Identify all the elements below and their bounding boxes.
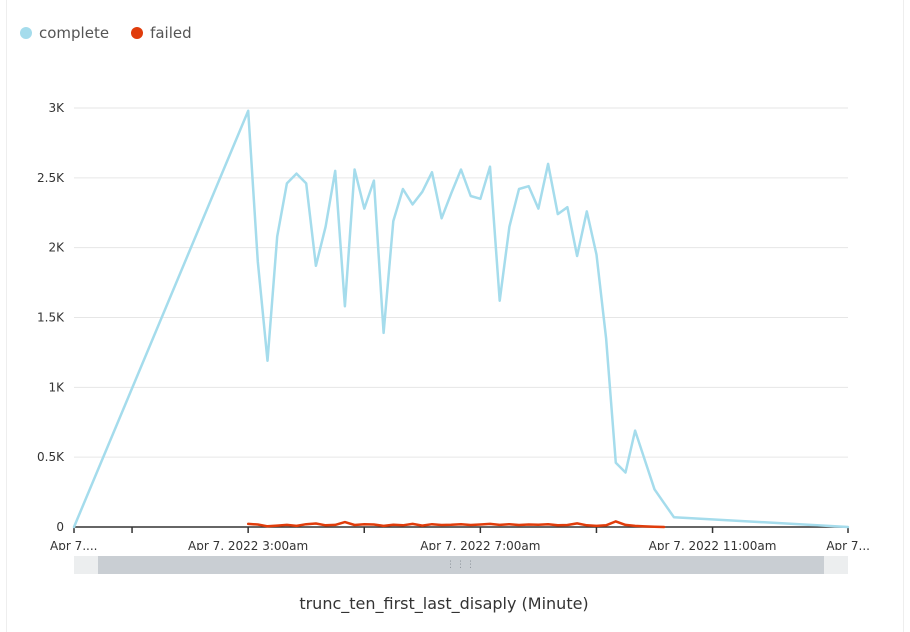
scrollbar-thumb[interactable]: ⋮⋮⋮	[98, 556, 824, 574]
x-tick-label: Apr 7, 2022 7:00am	[420, 539, 540, 550]
y-tick-label: 2K	[48, 241, 65, 255]
x-tick-label: Apr 7, 2022 3:00am	[188, 539, 308, 550]
grip-icon: ⋮⋮⋮	[446, 560, 476, 570]
series-line-failed	[246, 520, 666, 529]
chart-panel	[6, 0, 904, 632]
y-tick-label: 0	[56, 520, 64, 534]
y-tick-label: 1.5K	[37, 311, 65, 325]
x-tick-label: Apr 7,...	[50, 539, 97, 550]
y-tick-label: 2.5K	[37, 171, 65, 185]
series-line-complete	[72, 109, 850, 529]
legend-item-complete[interactable]: complete	[20, 24, 109, 42]
y-tick-label: 0.5K	[37, 450, 65, 464]
legend-label-complete: complete	[39, 24, 110, 42]
legend-swatch-failed	[131, 27, 144, 39]
x-axis-title: trunc_ten_first_last_disaply (Minute)	[299, 594, 589, 613]
legend-swatch-complete	[20, 27, 32, 39]
x-tick-label: Apr 7, 2022 11:00am	[649, 539, 777, 550]
x-tick-label: Apr 7...	[826, 539, 870, 550]
legend-item-failed[interactable]: failed	[131, 24, 192, 42]
line-chart: 0 0.5K 1K 1.5K 2K 2.5K 3K Apr 7,... Apr 7, 2022 …	[37, 101, 870, 550]
range-scrollbar[interactable]: ⋮⋮⋮	[74, 556, 848, 574]
y-tick-label: 1K	[48, 380, 65, 394]
y-tick-label: 3K	[48, 101, 65, 115]
scrollbar-left-handle[interactable]	[74, 556, 98, 574]
legend: complete failed	[20, 24, 192, 42]
scrollbar-right-handle[interactable]	[824, 556, 848, 574]
legend-label-failed: failed	[150, 24, 192, 42]
